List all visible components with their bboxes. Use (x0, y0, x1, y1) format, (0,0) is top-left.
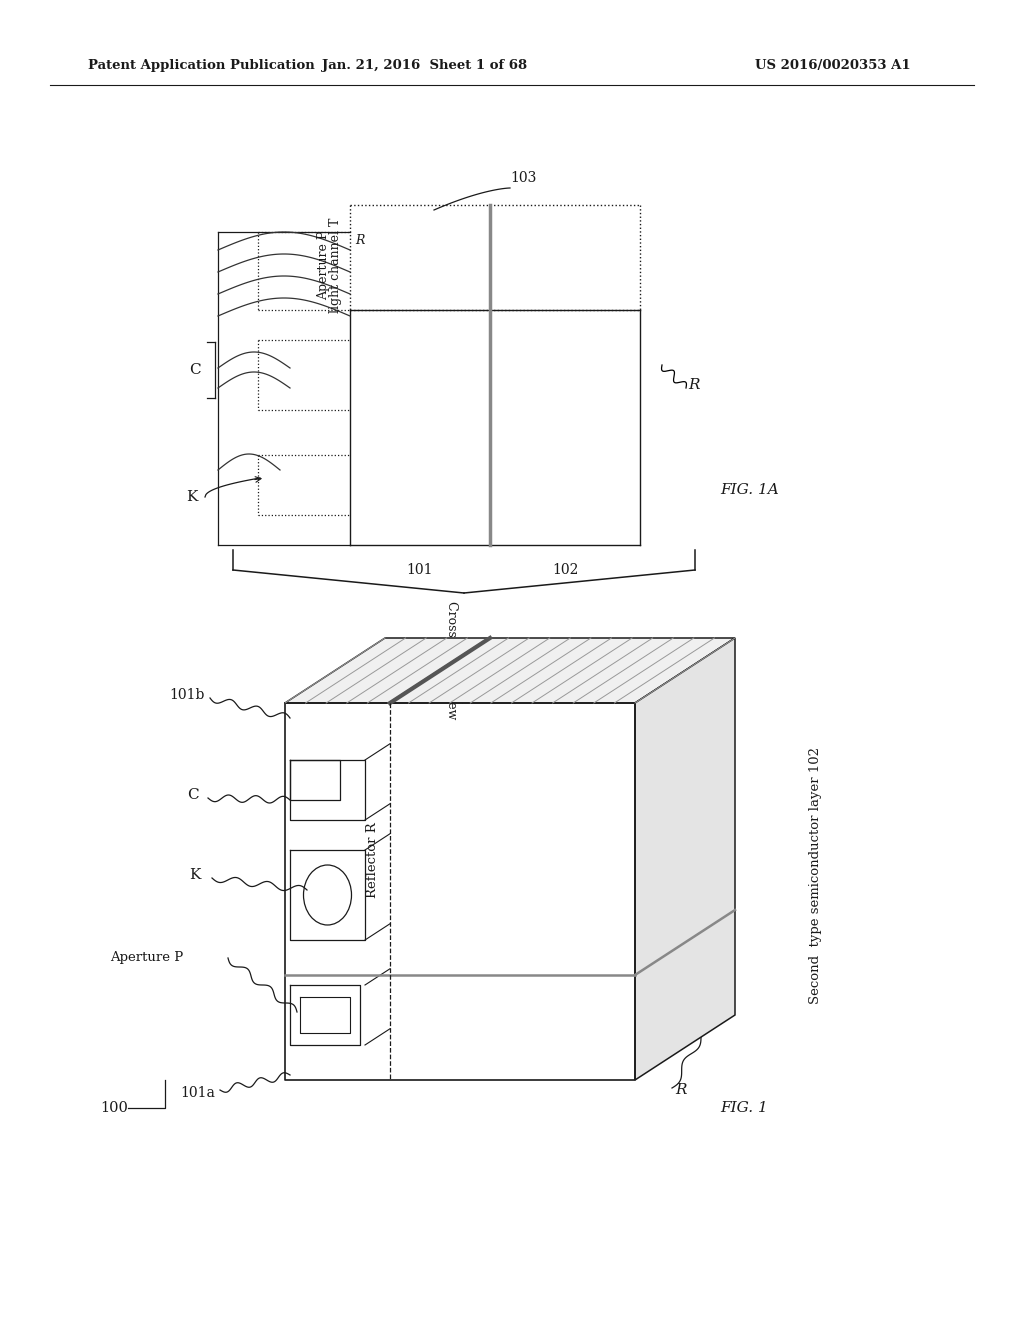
Text: Patent Application Publication: Patent Application Publication (88, 58, 314, 71)
Text: 101b: 101b (170, 688, 205, 702)
Text: Cross section view: Cross section view (445, 601, 458, 719)
Text: Reflector R: Reflector R (366, 822, 379, 898)
Text: 103: 103 (640, 693, 668, 708)
Text: Jan. 21, 2016  Sheet 1 of 68: Jan. 21, 2016 Sheet 1 of 68 (323, 58, 527, 71)
Text: 101: 101 (407, 564, 433, 577)
Polygon shape (285, 638, 735, 704)
Text: R: R (675, 1082, 686, 1097)
Polygon shape (635, 638, 735, 1080)
Text: 102: 102 (552, 564, 579, 577)
Text: US 2016/0020353 A1: US 2016/0020353 A1 (755, 58, 910, 71)
Text: FIG. 1A: FIG. 1A (720, 483, 778, 498)
Text: K: K (189, 869, 201, 882)
Text: FIG. 1: FIG. 1 (720, 1101, 768, 1115)
Text: light channel T: light channel T (329, 218, 342, 313)
Text: R: R (688, 378, 699, 392)
Text: Aperture P: Aperture P (317, 230, 330, 300)
Text: 103: 103 (510, 172, 537, 185)
Text: 100: 100 (100, 1101, 128, 1115)
Text: Aperture P: Aperture P (110, 950, 183, 964)
Text: C: C (187, 788, 199, 803)
Text: First type semiconductor layer  101: First type semiconductor layer 101 (681, 741, 694, 979)
Text: 101a: 101a (180, 1086, 215, 1100)
Text: Second  type semiconductor layer 102: Second type semiconductor layer 102 (809, 747, 821, 1003)
Text: K: K (186, 490, 198, 504)
Text: C: C (189, 363, 201, 378)
Text: R: R (355, 234, 365, 247)
